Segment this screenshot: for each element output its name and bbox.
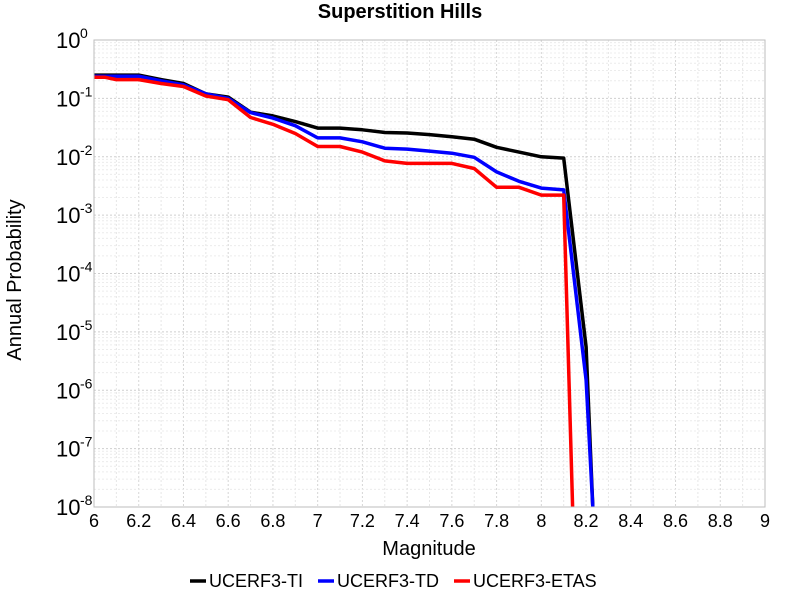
x-tick-label: 8.4	[618, 511, 643, 531]
x-axis-label: Magnitude	[382, 538, 475, 560]
series-line-ucerf3-td	[94, 74, 595, 507]
x-tick-label: 8.6	[663, 511, 688, 531]
y-tick-label: 10 -7	[56, 434, 93, 462]
y-tick-exponent: -4	[80, 259, 93, 275]
y-tick-exponent: 0	[80, 25, 88, 41]
y-tick-base: 10	[56, 495, 80, 520]
legend-label: UCERF3-TI	[209, 571, 303, 591]
y-tick-label: 10 -2	[56, 142, 93, 170]
x-tick-label: 7.6	[439, 511, 464, 531]
y-tick-exponent: -1	[80, 83, 93, 99]
chart-title: Superstition Hills	[318, 1, 482, 23]
x-tick-label: 7.8	[484, 511, 509, 531]
y-tick-label: 10 -6	[56, 375, 93, 403]
y-tick-base: 10	[56, 203, 80, 228]
x-tick-label: 7	[313, 511, 323, 531]
y-tick-label: 10 -1	[56, 83, 93, 111]
x-tick-label: 8.2	[574, 511, 599, 531]
x-tick-label: 7.4	[395, 511, 420, 531]
plot-frame	[93, 39, 766, 508]
legend-item-ucerf3-ti: UCERF3-TI	[190, 571, 303, 591]
x-tick-label: 6.8	[260, 511, 285, 531]
y-tick-label: 10 -5	[56, 317, 93, 345]
y-tick-exponent: -2	[80, 142, 93, 158]
x-tick-label: 6.4	[171, 511, 196, 531]
y-tick-base: 10	[56, 86, 80, 111]
y-tick-base: 10	[56, 320, 80, 345]
y-tick-label: 10 -3	[56, 200, 93, 228]
y-tick-label: 10 -4	[56, 259, 93, 287]
x-tick-label: 8	[536, 511, 546, 531]
y-tick-base: 10	[56, 437, 80, 462]
y-tick-base: 10	[56, 378, 80, 403]
y-tick-exponent: -7	[80, 434, 93, 450]
series-layer	[94, 73, 595, 507]
legend: UCERF3-TI UCERF3-TD UCERF3-ETAS	[190, 571, 597, 591]
legend-label: UCERF3-TD	[337, 571, 439, 591]
x-tick-label: 6.2	[126, 511, 151, 531]
x-tick-label: 7.2	[350, 511, 375, 531]
grid	[93, 39, 766, 508]
legend-label: UCERF3-ETAS	[473, 571, 597, 591]
x-tick-label: 6.6	[216, 511, 241, 531]
y-tick-label: 10 0	[56, 25, 88, 53]
y-tick-exponent: -5	[80, 317, 93, 333]
legend-item-ucerf3-etas: UCERF3-ETAS	[454, 571, 597, 591]
y-axis-label: Annual Probability	[4, 199, 26, 360]
y-tick-base: 10	[56, 145, 80, 170]
x-tick-label: 9	[760, 511, 770, 531]
y-tick-exponent: -3	[80, 200, 93, 216]
x-tick-label: 8.8	[708, 511, 733, 531]
y-tick-base: 10	[56, 28, 80, 53]
y-tick-exponent: -8	[80, 492, 93, 508]
series-line-ucerf3-etas	[94, 75, 575, 507]
y-tick-base: 10	[56, 262, 80, 287]
x-tick-label: 6	[89, 511, 99, 531]
legend-item-ucerf3-td: UCERF3-TD	[318, 571, 439, 591]
y-tick-label: 10 -8	[56, 492, 93, 520]
x-axis-ticks: 6 6.2 6.4 6.6 6.8 7 7.2 7.4 7.6 7.8 8 8.2 8.4 8.6 8.8 9	[89, 511, 770, 531]
y-tick-exponent: -6	[80, 375, 93, 391]
